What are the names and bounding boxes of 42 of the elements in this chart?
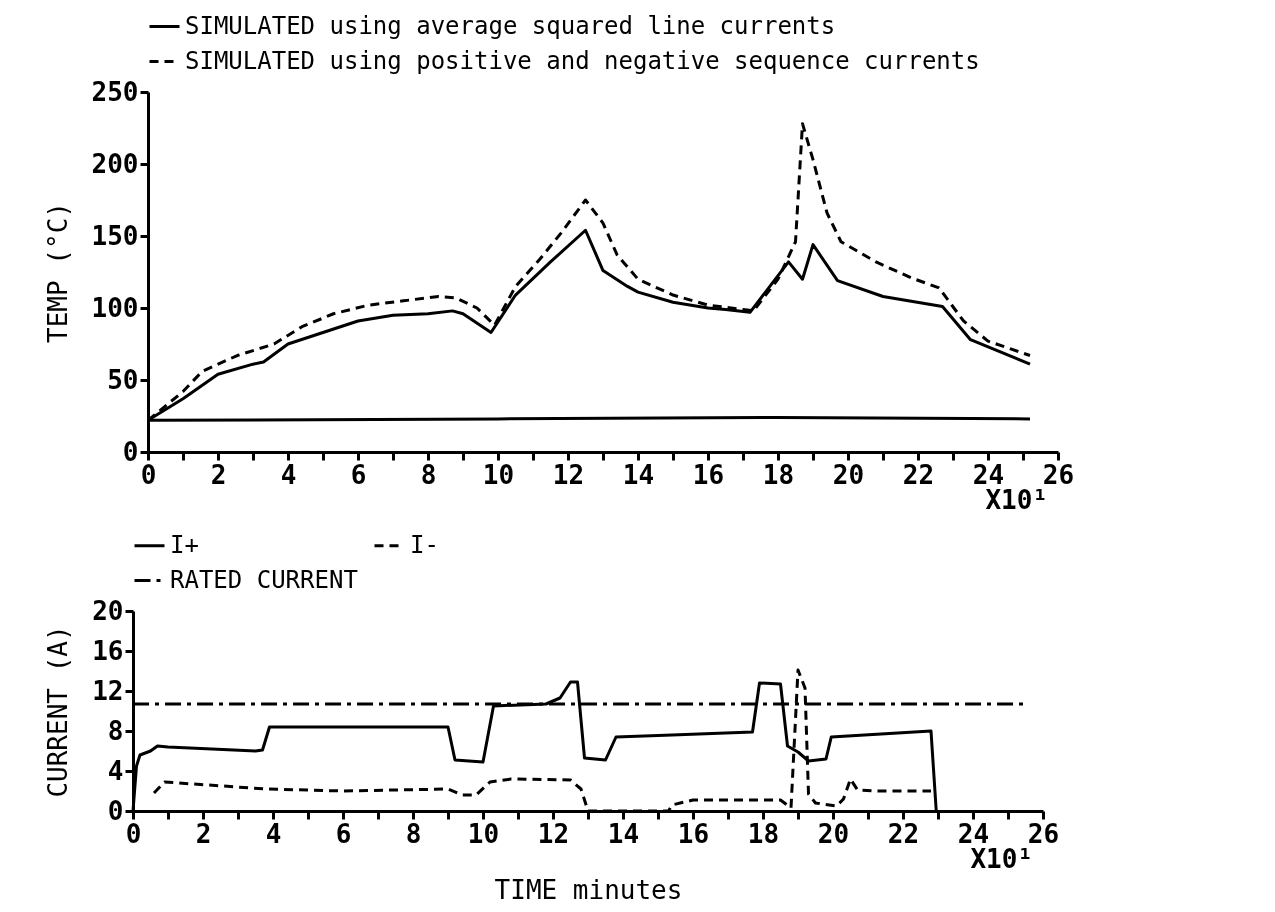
y-tick-label: 250 [91, 76, 139, 107]
y-axis-title: CURRENT (A) [43, 625, 74, 798]
x-tick-label: 10 [482, 459, 515, 490]
y-tick-label: 150 [91, 220, 139, 251]
y-tick-label: 0 [107, 795, 124, 826]
x-tick-label: 12 [552, 459, 585, 490]
y-tick-label: 200 [91, 148, 139, 179]
x-tick-label: 6 [350, 459, 367, 490]
x-tick-label: 16 [677, 818, 710, 849]
x-tick-label: 8 [405, 818, 422, 849]
y-tick-label: 20 [92, 595, 124, 626]
x-tick-label: 20 [817, 818, 850, 849]
x-tick-label: 8 [420, 459, 437, 490]
x-tick-label: 2 [210, 459, 227, 490]
y-tick-label: 0 [122, 436, 139, 467]
x-tick-label: 10 [467, 818, 500, 849]
x-tick-label: 4 [265, 818, 282, 849]
x-tick-label: 22 [887, 818, 920, 849]
legend-label: RATED CURRENT [170, 565, 358, 594]
x-tick-label: 2 [195, 818, 212, 849]
x-tick-label: 12 [537, 818, 570, 849]
x-tick-label: 16 [692, 459, 725, 490]
x-tick-label: 14 [622, 459, 655, 490]
y-tick-label: 12 [92, 675, 124, 706]
legend-label: I- [410, 530, 439, 559]
y-axis-title: TEMP (°C) [42, 202, 73, 343]
y-tick-label: 4 [107, 755, 124, 786]
x-tick-label: 6 [335, 818, 352, 849]
legend-label: SIMULATED using positive and negative sequence currents [185, 46, 980, 75]
x-tick-label: 4 [280, 459, 297, 490]
y-tick-label: 100 [91, 292, 139, 323]
x-tick-label: 14 [607, 818, 640, 849]
y-tick-label: 50 [107, 364, 139, 395]
legend-label: I+ [170, 530, 199, 559]
y-tick-label: 16 [92, 635, 124, 666]
legend-label: SIMULATED using average squared line currents [185, 11, 836, 40]
x-tick-label: 18 [762, 459, 795, 490]
x-tick-label: 18 [747, 818, 780, 849]
x-axis-title: TIME minutes [494, 874, 683, 905]
y-tick-label: 8 [107, 715, 124, 746]
x-tick-label: 20 [832, 459, 865, 490]
x-tick-label: 22 [902, 459, 935, 490]
